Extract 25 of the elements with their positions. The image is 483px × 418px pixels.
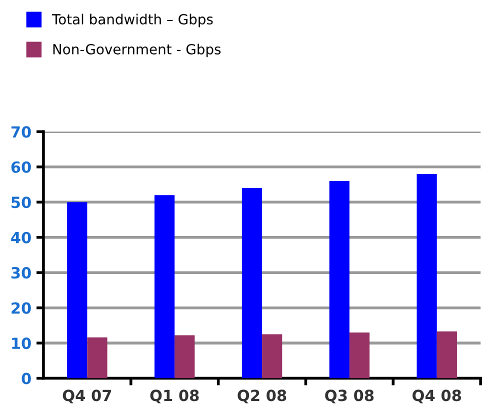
legend-label: Non-Government - Gbps [53,44,221,58]
y-tick-label: 10 [12,338,31,350]
bar [436,331,457,378]
x-tick-label: Q2 08 [238,390,286,404]
x-tick-label: Q3 08 [325,390,374,404]
y-tick-label: 30 [11,267,31,279]
legend-label: Total bandwidth – Gbps [52,14,213,28]
y-tick-label: 60 [11,161,31,173]
y-tick-label: 50 [12,196,31,208]
x-tick-label: Q1 08 [150,390,199,404]
y-tick-label: 40 [11,232,31,244]
bar [242,188,262,378]
y-tick-label: 20 [12,302,31,314]
bar [349,332,370,378]
x-tick-label: Q4 08 [412,390,462,404]
bar [67,202,88,378]
x-tick-label: Q4 07 [62,390,112,404]
bar [329,180,350,378]
bar [262,334,282,378]
y-tick-label: 70 [11,126,31,138]
bar [416,174,437,378]
y-tick-label: 0 [22,372,31,384]
bar [174,335,195,378]
bar [87,337,108,378]
bar [154,195,175,378]
